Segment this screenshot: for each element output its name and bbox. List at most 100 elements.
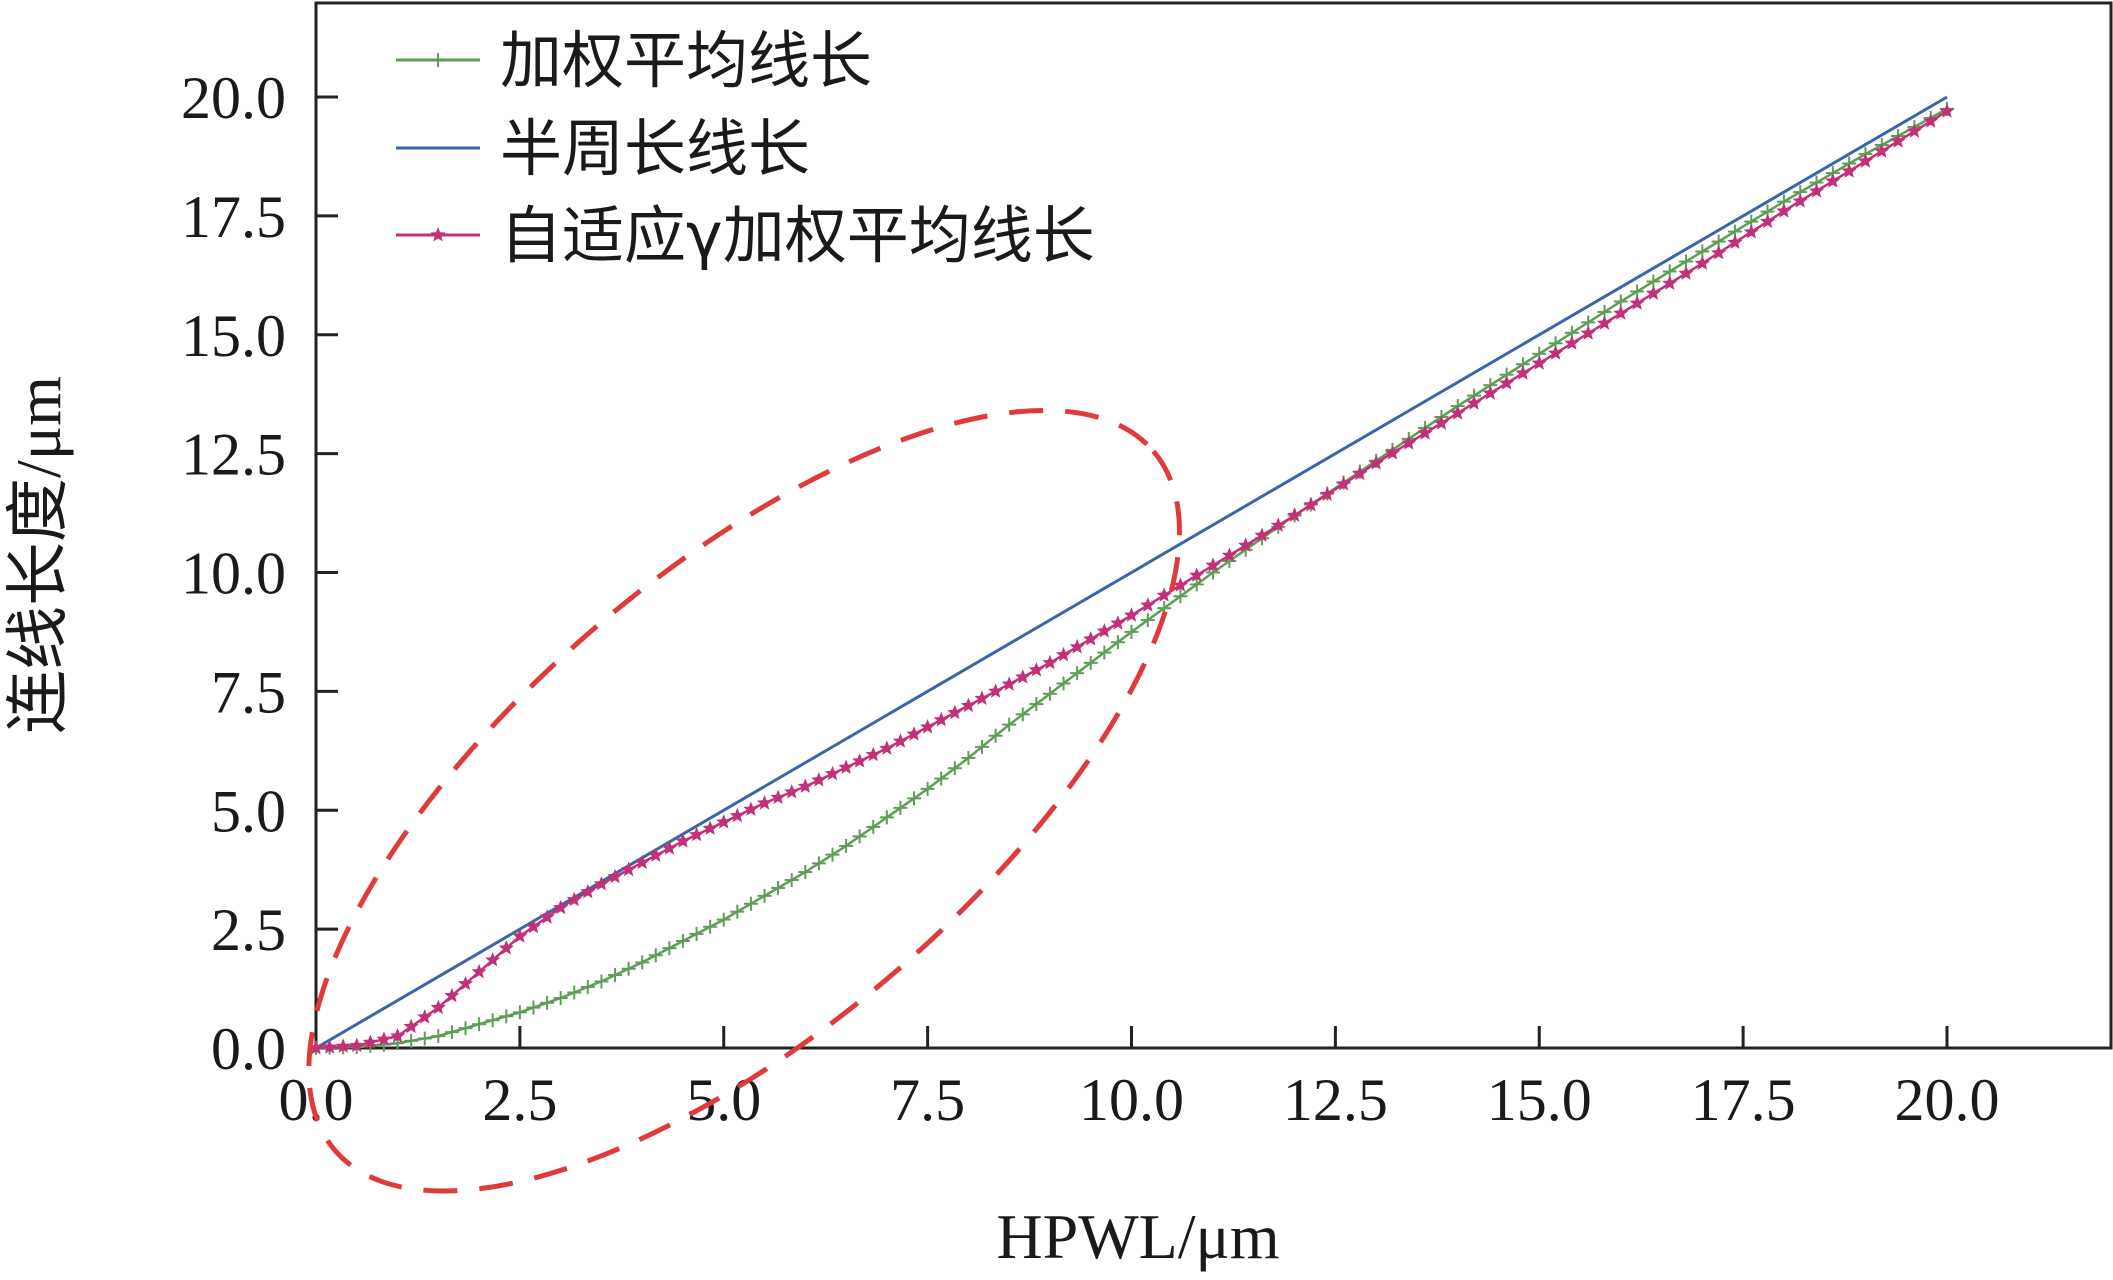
series-marker <box>362 1034 378 1049</box>
series-marker <box>1123 607 1140 622</box>
y-tick-label: 10.0 <box>181 541 286 607</box>
series-marker <box>988 683 1004 698</box>
series-marker <box>702 820 718 835</box>
series-marker <box>770 789 786 804</box>
series-marker <box>797 778 813 793</box>
series-marker <box>621 861 637 877</box>
series-marker <box>1548 345 1564 360</box>
series-marker <box>580 883 596 899</box>
series-marker <box>1629 295 1645 310</box>
series-marker <box>1939 103 1955 118</box>
series-marker <box>335 1038 351 1053</box>
series-marker <box>1156 587 1172 602</box>
series-marker <box>1596 315 1613 330</box>
series-marker <box>512 928 528 943</box>
series-marker <box>417 1009 433 1024</box>
series-marker <box>308 1040 324 1055</box>
series-marker <box>1433 415 1449 430</box>
series-marker <box>1645 285 1661 300</box>
x-tick-label: 20.0 <box>1895 1067 2000 1133</box>
series-marker <box>1055 646 1072 662</box>
series-marker <box>1205 557 1221 572</box>
x-tick-label: 0.0 <box>279 1067 354 1133</box>
y-tick-label: 0.0 <box>211 1016 286 1082</box>
series-marker <box>1662 275 1678 290</box>
series-marker <box>1466 395 1482 410</box>
series-marker <box>376 1031 392 1046</box>
series-marker <box>1238 537 1254 552</box>
y-tick-label: 17.5 <box>181 184 286 250</box>
series-marker <box>1743 224 1759 239</box>
x-axis-title: HPWL/μm <box>996 1201 1279 1272</box>
annotation-layer <box>306 407 1182 1194</box>
series-marker <box>1335 476 1352 491</box>
series-marker <box>947 704 963 720</box>
series-marker <box>1450 405 1466 420</box>
series-marker <box>838 759 854 774</box>
series-marker <box>879 740 895 755</box>
series-marker <box>1776 203 1792 218</box>
series-marker <box>1189 567 1205 582</box>
x-tick-label: 17.5 <box>1691 1067 1796 1133</box>
y-axis: 0.0 2.5 5.0 7.5 10.0 12.5 15.0 17.5 20.0 <box>181 65 338 1082</box>
series-layer <box>308 95 1955 1055</box>
series-marker <box>1384 445 1401 460</box>
series-marker <box>593 876 609 891</box>
series-marker <box>933 711 949 727</box>
x-axis: 0.0 2.5 5.0 7.5 10.0 12.5 15.0 17.5 20.0 <box>279 1026 2000 1133</box>
series-marker <box>756 795 773 810</box>
series-marker <box>906 726 922 741</box>
series-marker <box>661 840 677 855</box>
series-marker <box>1401 435 1417 450</box>
series-marker <box>1042 654 1058 670</box>
series-marker <box>648 847 664 862</box>
series-marker <box>1760 213 1776 229</box>
series-marker <box>716 814 732 829</box>
series-marker <box>1580 325 1596 340</box>
series-marker <box>1792 193 1808 208</box>
series-marker <box>403 1018 419 1034</box>
series-marker <box>1482 385 1498 400</box>
series-marker <box>1287 507 1303 522</box>
series-marker <box>1825 173 1841 188</box>
series-marker <box>1808 183 1825 198</box>
series-marker <box>1531 355 1547 370</box>
series-marker <box>607 868 623 884</box>
series-marker <box>1890 133 1906 148</box>
series-marker <box>1678 265 1694 280</box>
series-marker <box>1841 163 1857 178</box>
series-marker <box>811 772 827 787</box>
series-marker <box>485 952 501 967</box>
series-marker <box>539 909 555 924</box>
legend-label: 自适应γ加权平均线长 <box>500 199 1095 272</box>
series-marker <box>1270 517 1286 532</box>
series-marker <box>784 784 800 799</box>
series-marker <box>634 854 650 869</box>
y-axis-title: 连线长度/μm <box>3 376 74 734</box>
legend-marker <box>430 227 446 242</box>
series-marker <box>1515 365 1531 380</box>
series-marker <box>444 987 460 1003</box>
series-marker <box>1083 631 1099 646</box>
series-marker <box>960 697 976 713</box>
series-marker <box>1613 305 1629 320</box>
series-marker <box>525 918 542 934</box>
series-marker <box>498 940 514 955</box>
series-marker <box>920 719 936 734</box>
series-marker <box>1857 153 1874 168</box>
legend-entry-3: 自适应γ加权平均线长 <box>396 199 1095 272</box>
series-marker <box>824 765 841 781</box>
series-marker <box>1001 676 1017 691</box>
series-marker <box>322 1039 338 1054</box>
series-marker <box>389 1028 406 1043</box>
series-marker <box>1254 527 1270 542</box>
legend-label: 半周长线长 <box>500 112 810 185</box>
y-tick-label: 5.0 <box>211 778 286 844</box>
series-marker <box>1499 375 1515 390</box>
series-marker <box>729 807 745 823</box>
y-tick-label: 20.0 <box>181 65 286 131</box>
series-marker <box>1303 497 1319 512</box>
y-tick-label: 15.0 <box>181 303 286 369</box>
